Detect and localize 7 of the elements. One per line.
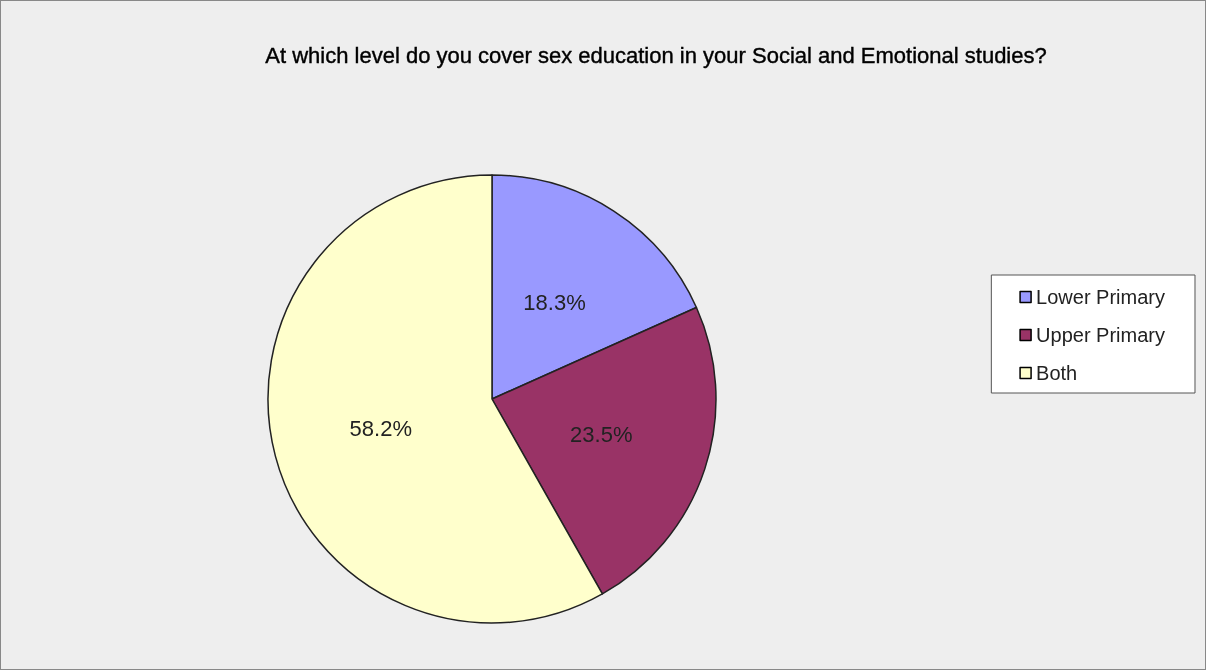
legend-label: Both [1036, 362, 1078, 384]
legend-label: Upper Primary [1036, 324, 1166, 346]
data-label: 58.2% [349, 415, 412, 441]
data-label: 18.3% [523, 289, 586, 315]
data-label: 23.5% [570, 422, 633, 448]
legend-label: Lower Primary [1036, 286, 1166, 308]
chart-title: At which level do you cover sex education in your Social and Emotional studies? [265, 42, 1047, 68]
